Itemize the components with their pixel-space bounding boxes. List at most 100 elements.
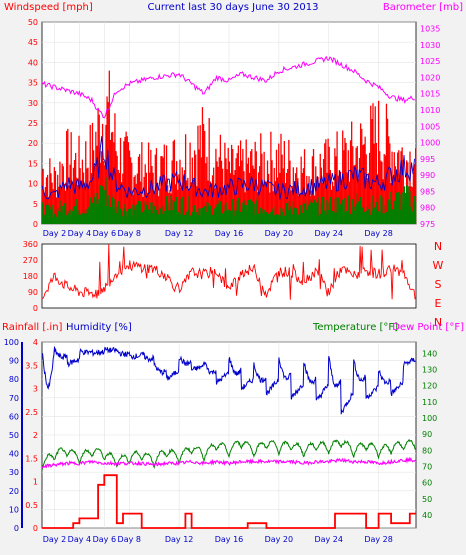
rain-tick-label: 0.5 [25, 501, 38, 510]
x-tick-label: Day 2 [43, 229, 66, 238]
dewpoint-axis-title: Dew Point [°F] [392, 322, 464, 333]
temperature-tick-label: 130 [422, 365, 437, 374]
x-tick-label: Day 28 [364, 535, 393, 544]
humidity-tick-label: 40 [9, 450, 19, 459]
x-tick-label: Day 8 [118, 535, 141, 544]
wind-tick-label: 25 [28, 119, 38, 128]
direction-tick-label: 270 [23, 256, 38, 265]
temperature-line [41, 439, 416, 471]
humidity-axis-title: Humidity [%] [66, 322, 132, 333]
x-tick-label: Day 28 [364, 229, 393, 238]
wind-tick-label: 50 [28, 18, 38, 27]
dewpoint-line [41, 456, 417, 469]
x-tick-label: Day 12 [165, 229, 194, 238]
x-tick-label: Day 20 [265, 535, 294, 544]
temperature-y-ticks: 40 50 60 70 80 90 100 110 120 130 140 [422, 349, 437, 520]
temperature-tick-label: 60 [422, 479, 432, 488]
rain-y-ticks: 0 0.5 1 1.5 2 2.5 3 3.5 4 [25, 338, 38, 533]
rain-tick-label: 3.5 [25, 361, 38, 370]
humidity-tick-label: 90 [9, 357, 19, 366]
barometer-tick-label: 995 [420, 155, 435, 164]
humidity-tick-label: 70 [9, 394, 19, 403]
humidity-tick-label: 50 [9, 431, 19, 440]
rain-tick-label: 3 [33, 385, 38, 394]
humidity-tick-label: 80 [9, 375, 19, 384]
barometer-axis-title: Barometer [mb] [383, 2, 463, 13]
direction-tick-label: 180 [23, 272, 38, 281]
x-tick-label: Day 6 [93, 535, 116, 544]
barometer-tick-label: 1035 [420, 25, 440, 34]
humidity-line [41, 346, 416, 415]
chart-title: Current last 30 days June 30 2013 [148, 2, 319, 13]
x-tick-label: Day 4 [68, 535, 91, 544]
x-tick-label: Day 16 [215, 229, 244, 238]
wind-axis-title: Windspeed [mph] [4, 2, 93, 13]
rainfall-axis-title: Rainfall [.in] [2, 322, 63, 333]
wind-tick-label: 40 [28, 58, 38, 67]
lower-series-marks [41, 346, 417, 529]
temperature-tick-label: 90 [422, 430, 432, 439]
temperature-tick-label: 140 [422, 349, 437, 358]
compass-label: S [435, 278, 442, 291]
temperature-tick-label: 70 [422, 463, 432, 472]
direction-y-ticks: 0 90 180 270 360 [23, 240, 38, 313]
barometer-tick-label: 1005 [420, 122, 440, 131]
rain-tick-label: 4 [33, 338, 38, 347]
barometer-y-ticks: 975 980 985 990 995 1000 1005 1010 1015 1020 1025 1… [420, 25, 440, 229]
barometer-tick-label: 1020 [420, 73, 440, 82]
humidity-tick-label: 10 [9, 505, 19, 514]
barometer-line [41, 55, 415, 119]
temperature-tick-label: 80 [422, 446, 432, 455]
direction-tick-label: 0 [33, 304, 38, 313]
humidity-tick-label: 0 [14, 524, 19, 533]
direction-series-marks [41, 244, 417, 300]
humidity-tick-label: 100 [4, 338, 19, 347]
wind-x-ticks: Day 2 Day 4 Day 6 Day 8 Day 12 Day 16 Day 20 Da… [43, 229, 393, 238]
x-tick-label: Day 4 [68, 229, 91, 238]
x-tick-label: Day 8 [118, 229, 141, 238]
x-tick-label: Day 6 [93, 229, 116, 238]
humidity-tick-label: 20 [9, 487, 19, 496]
humidity-tick-label: 30 [9, 468, 19, 477]
lower-x-ticks: Day 2 Day 4 Day 6 Day 8 Day 12 Day 16 Day 20 Da… [43, 535, 393, 544]
barometer-tick-label: 980 [420, 204, 435, 213]
rain-humidity-temp-panel: Rainfall [.in] Humidity [%] Temperature … [2, 322, 464, 544]
compass-label: E [435, 297, 442, 310]
x-tick-label: Day 12 [165, 535, 194, 544]
barometer-tick-label: 1000 [420, 139, 440, 148]
avg-wind-line [41, 135, 415, 200]
barometer-tick-label: 1030 [420, 41, 440, 50]
rain-tick-label: 0 [33, 524, 38, 533]
barometer-tick-label: 1015 [420, 90, 440, 99]
wind-tick-label: 0 [33, 220, 38, 229]
barometer-tick-label: 975 [420, 220, 435, 229]
x-tick-label: Day 2 [43, 535, 66, 544]
temperature-tick-label: 120 [422, 382, 437, 391]
humidity-tick-label: 60 [9, 412, 19, 421]
x-tick-label: Day 24 [314, 535, 343, 544]
rain-tick-label: 2 [33, 431, 38, 440]
compass-label: W [433, 259, 444, 272]
direction-tick-label: 90 [28, 288, 38, 297]
wind-tick-label: 15 [28, 159, 38, 168]
temperature-tick-label: 110 [422, 398, 437, 407]
compass-label: N [434, 240, 442, 253]
direction-tick-label: 360 [23, 240, 38, 249]
wind-series-marks [41, 55, 417, 224]
wind-barometer-panel: Windspeed [mph] Current last 30 days Jun… [4, 2, 463, 238]
x-tick-label: Day 24 [314, 229, 343, 238]
wind-y-ticks: 0 5 10 15 20 25 30 35 40 45 50 [28, 18, 38, 229]
wind-tick-label: 35 [28, 79, 38, 88]
rainfall-line [42, 474, 416, 529]
rain-tick-label: 2.5 [25, 408, 38, 417]
temperature-axis-title: Temperature [°F] [312, 322, 398, 333]
x-tick-label: Day 20 [265, 229, 294, 238]
temperature-tick-label: 100 [422, 414, 437, 423]
humidity-y-ticks: 0 10 20 30 40 50 60 70 80 90 100 [4, 338, 19, 533]
wind-tick-label: 20 [28, 139, 38, 148]
wind-direction-line [41, 244, 417, 300]
wind-tick-label: 30 [28, 99, 38, 108]
